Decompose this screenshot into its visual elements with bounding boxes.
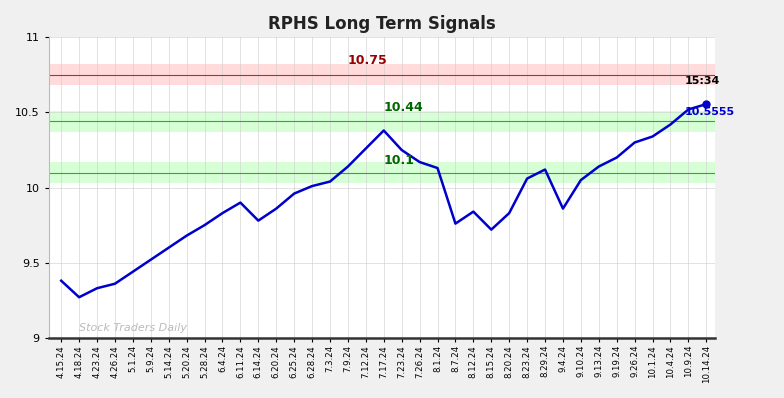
Text: 10.75: 10.75 <box>348 55 387 67</box>
Bar <box>49 111 715 132</box>
Text: 10.44: 10.44 <box>383 101 423 114</box>
Bar <box>49 162 715 183</box>
Text: 10.5555: 10.5555 <box>684 107 735 117</box>
Text: 15:34: 15:34 <box>684 76 720 86</box>
Title: RPHS Long Term Signals: RPHS Long Term Signals <box>268 15 495 33</box>
Text: 10.1: 10.1 <box>383 154 415 166</box>
Text: Stock Traders Daily: Stock Traders Daily <box>79 323 187 333</box>
Bar <box>49 64 715 86</box>
